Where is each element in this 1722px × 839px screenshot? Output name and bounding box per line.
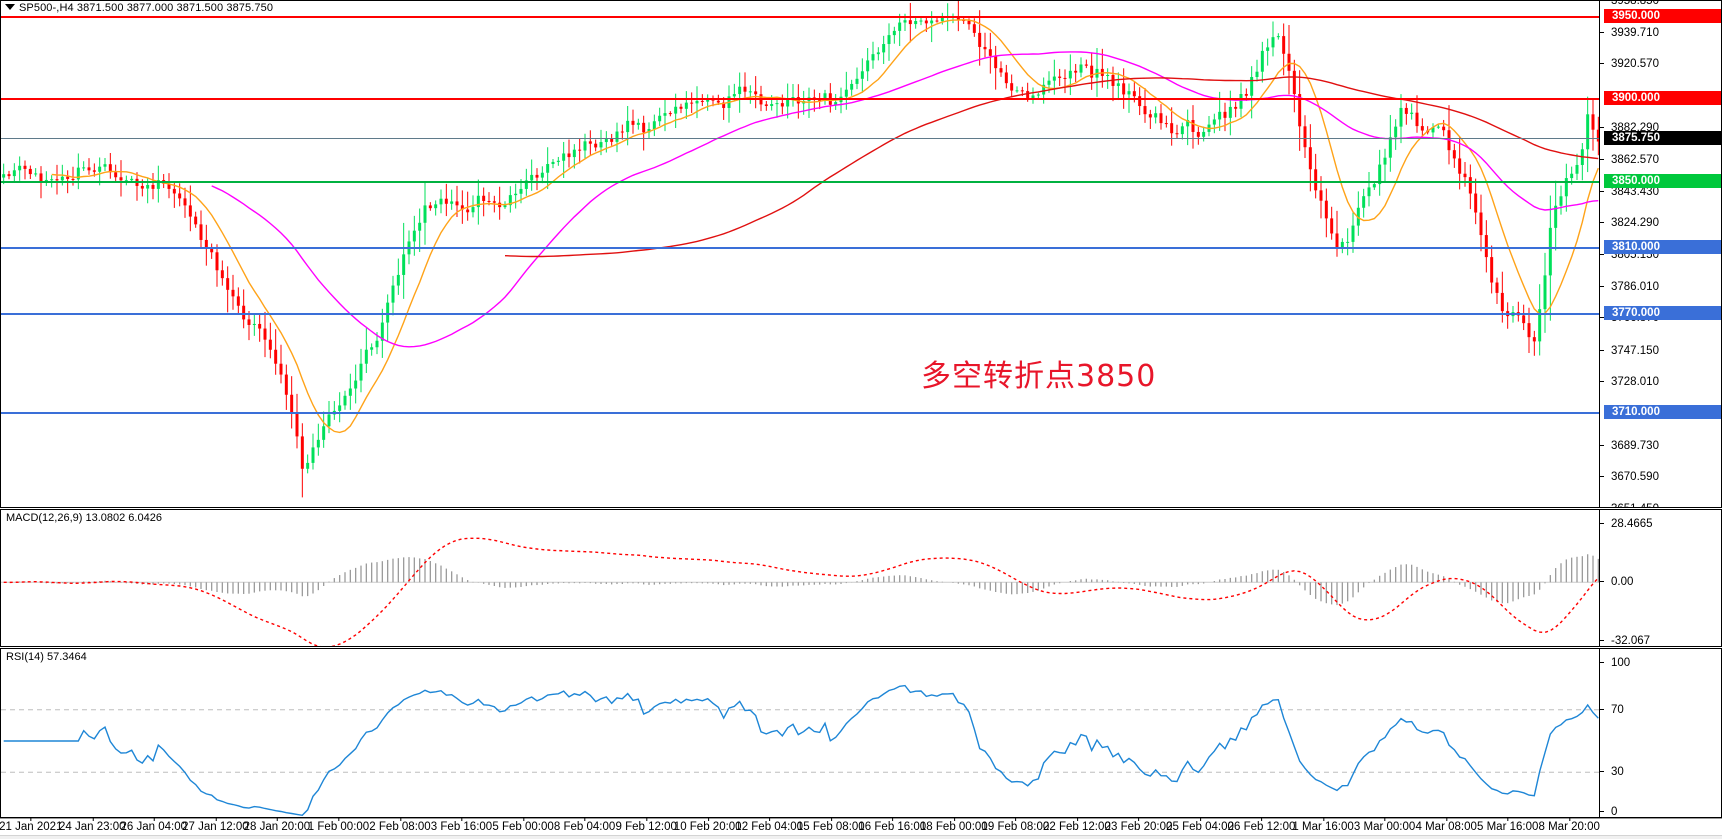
price-level-line[interactable] (1, 180, 1601, 183)
macd-signal-line (3, 537, 1599, 646)
triangle-down-icon[interactable] (5, 4, 15, 11)
macd-series-svg (1, 537, 1601, 646)
current-price-line (1, 138, 1601, 140)
time-axis-label: 15 Feb 08:00 (796, 818, 865, 833)
time-axis-label: 3 Feb 16:00 (430, 818, 493, 833)
price-plot-area[interactable] (1, 1, 1721, 507)
time-axis-label: 8 Feb 04:00 (553, 818, 616, 833)
rsi-panel[interactable]: RSI(14) 57.3464 100 70 30 0 (0, 648, 1722, 818)
rsi-tick-label: 30 (1599, 765, 1721, 779)
price-level-badge[interactable]: 3810.000 (1604, 239, 1721, 254)
moving-average-line-1 (211, 51, 1599, 348)
rsi-plot-area[interactable] (1, 649, 1721, 817)
time-axis-label: 22 Feb 12:00 (1043, 818, 1111, 833)
price-tick-label: 3843.430 (1599, 185, 1721, 199)
symbol-header: SP500-,H4 3871.500 3877.000 3871.500 387… (5, 2, 273, 14)
time-axis-label: 21 Jan 2021 (0, 818, 63, 833)
price-chart-panel[interactable]: SP500-,H4 3871.500 3877.000 3871.500 387… (0, 0, 1722, 508)
time-axis-label: 9 Feb 12:00 (615, 818, 677, 833)
symbol-header-text: SP500-,H4 3871.500 3877.000 3871.500 387… (19, 2, 274, 14)
price-tick-label: 3939.710 (1599, 26, 1721, 40)
horizontal-scroll-strip[interactable] (0, 835, 1722, 839)
macd-tick-label: 28.4665 (1599, 517, 1721, 531)
price-tick-label: 3670.590 (1599, 470, 1721, 484)
time-axis-label: 26 Jan 04:00 (120, 818, 188, 833)
price-series-svg (2, 1, 1600, 498)
time-axis-label: 5 Mar 16:00 (1477, 818, 1539, 833)
time-axis-label: 8 Mar 20:00 (1538, 818, 1600, 833)
price-level-badge[interactable]: 3950.000 (1604, 8, 1721, 23)
rsi-series-svg (1, 684, 1601, 817)
price-tick-label: 3958.850 (1599, 1, 1721, 8)
price-axis[interactable]: 3958.850 3939.710 3920.570 3882.290 3862.570… (1599, 1, 1721, 507)
macd-panel[interactable]: MACD(12,26,9) 13.0802 6.0426 28.4665 0.00… (0, 509, 1722, 647)
price-tick-label: 3651.450 (1599, 502, 1721, 507)
current-price-badge: 3875.750 (1604, 131, 1721, 146)
macd-axis[interactable]: 28.4665 0.00 -32.067 (1599, 510, 1721, 646)
rsi-tick-label: 70 (1599, 703, 1721, 717)
rsi-line (3, 684, 1599, 817)
time-axis-label: 1 Mar 16:00 (1292, 818, 1354, 833)
macd-plot-area[interactable] (1, 510, 1721, 646)
time-axis-label: 26 Feb 12:00 (1227, 818, 1296, 833)
price-tick-label: 3786.010 (1599, 280, 1721, 294)
time-axis-label: 3 Mar 00:00 (1353, 818, 1416, 833)
price-tick-label: 3728.010 (1599, 375, 1721, 389)
rsi-label: RSI(14) 57.3464 (6, 651, 87, 663)
time-axis-label: 2 Feb 08:00 (369, 818, 431, 833)
time-axis-label: 4 Mar 08:00 (1415, 818, 1477, 833)
price-level-badge[interactable]: 3900.000 (1604, 91, 1721, 106)
price-level-badge[interactable]: 3710.000 (1604, 405, 1721, 420)
time-axis-label: 28 Jan 20:00 (243, 818, 311, 833)
time-axis-label: 19 Feb 08:00 (981, 818, 1050, 833)
candlestick-series (2, 1, 1600, 498)
time-axis-label: 25 Feb 04:00 (1166, 818, 1234, 833)
time-axis-label: 16 Feb 16:00 (858, 818, 927, 833)
macd-tick-label: 0.00 (1599, 575, 1721, 589)
rsi-tick-label: 0 (1599, 805, 1721, 817)
price-level-line[interactable] (1, 15, 1601, 18)
time-axis-label: 1 Feb 00:00 (307, 818, 370, 833)
time-axis[interactable]: 21 Jan 2021 24 Jan 23:00 26 Jan 04:00 27 Ja… (0, 818, 1722, 839)
rsi-axis[interactable]: 100 70 30 0 (1599, 649, 1721, 817)
time-axis-label: 10 Feb 20:00 (673, 818, 742, 833)
macd-tick-label: -32.067 (1599, 634, 1721, 646)
rsi-tick-label: 100 (1599, 656, 1721, 670)
time-axis-label: 23 Feb 20:00 (1104, 818, 1173, 833)
macd-histogram (8, 554, 1599, 606)
time-axis-label: 27 Jan 12:00 (182, 818, 249, 833)
time-axis-label: 12 Feb 04:00 (735, 818, 804, 833)
chart-annotation-text[interactable]: 多空转折点3850 (921, 359, 1157, 394)
price-level-badge[interactable]: 3770.000 (1604, 306, 1721, 321)
macd-label: MACD(12,26,9) 13.0802 6.0426 (6, 512, 162, 524)
price-tick-label: 3920.570 (1599, 57, 1721, 71)
moving-average-line-0 (51, 19, 1599, 434)
price-tick-label: 3882.290 (1599, 121, 1721, 135)
time-axis-label: 18 Feb 00:00 (919, 818, 988, 833)
price-level-line[interactable] (1, 412, 1601, 415)
price-level-line[interactable] (1, 98, 1601, 101)
price-tick-label: 3747.150 (1599, 344, 1721, 358)
price-tick-label: 3824.290 (1599, 216, 1721, 230)
price-level-badge[interactable]: 3850.000 (1604, 173, 1721, 188)
moving-average-line-2 (504, 76, 1599, 258)
price-tick-label: 3862.570 (1599, 153, 1721, 167)
price-level-line[interactable] (1, 313, 1601, 316)
time-axis-label: 24 Jan 23:00 (59, 818, 126, 833)
price-tick-label: 3689.730 (1599, 439, 1721, 453)
time-axis-label: 5 Feb 00:00 (492, 818, 554, 833)
price-level-line[interactable] (1, 246, 1601, 249)
